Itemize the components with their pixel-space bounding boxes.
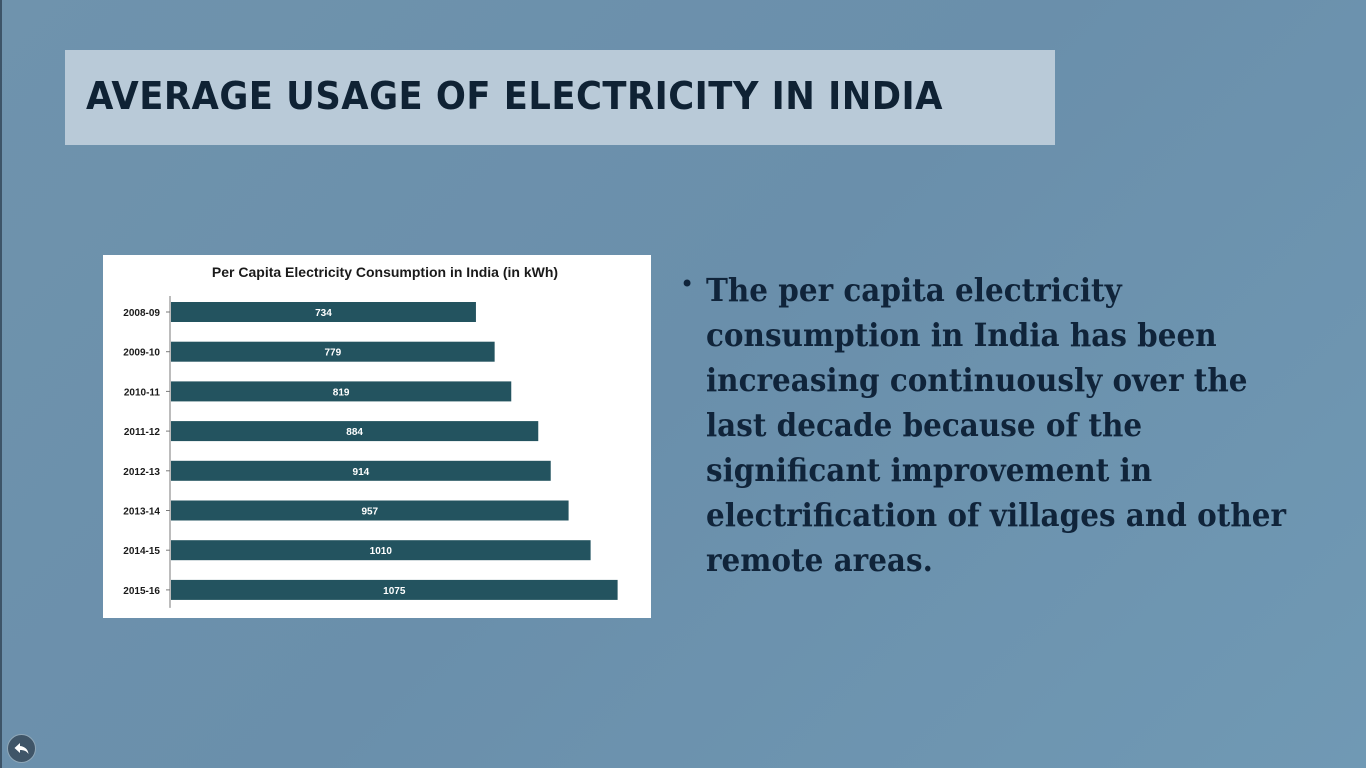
category-label: 2012-13 [123,467,160,478]
category-label: 2010-11 [124,387,161,398]
title-box: AVERAGE USAGE OF ELECTRICITY IN INDIA [65,50,1055,145]
slide-title: AVERAGE USAGE OF ELECTRICITY IN INDIA [86,74,943,118]
bar [171,421,539,442]
data-label: 779 [324,348,341,359]
chart-image: Per Capita Electricity Consumption in In… [103,255,651,618]
data-label: 1010 [370,546,393,557]
data-label: 957 [361,507,378,518]
data-label: 1075 [383,586,406,597]
left-edge-line [0,0,2,768]
bar [171,540,591,561]
data-label: 819 [333,387,350,398]
bar [171,500,569,521]
bar [171,381,512,402]
bullet-text: The per capita electricity consumption i… [706,271,1286,579]
back-arrow-icon [14,743,29,754]
category-label: 2008-09 [123,308,160,319]
bar [171,579,618,600]
bar [171,460,551,481]
bar [171,341,495,362]
category-label: 2011-12 [124,427,161,438]
bullet-dot: • [680,270,695,298]
data-label: 914 [353,467,370,478]
back-button[interactable] [7,734,36,763]
category-label: 2014-15 [123,546,160,557]
category-label: 2009-10 [123,348,160,359]
data-label: 734 [315,308,332,319]
data-label: 884 [346,427,363,438]
bar-chart: Per Capita Electricity Consumption in In… [123,264,618,608]
category-label: 2013-14 [123,507,160,518]
category-label: 2015-16 [123,586,160,597]
chart-title: Per Capita Electricity Consumption in In… [212,264,558,280]
bar [171,302,476,322]
